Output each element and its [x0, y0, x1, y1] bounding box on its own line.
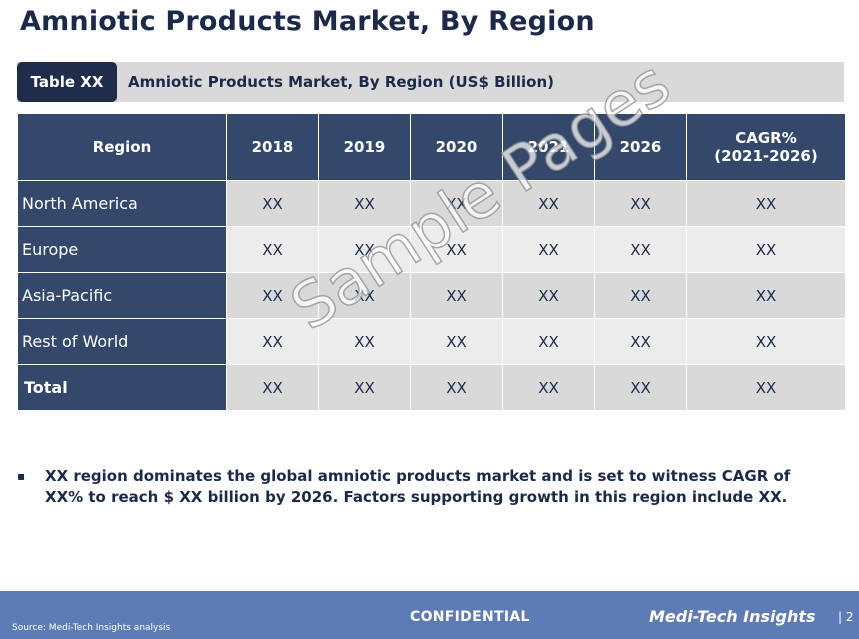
table-cell: XX	[502, 364, 595, 411]
table-cell: XX	[226, 272, 319, 319]
table-cell: XX	[410, 318, 503, 365]
table-cell: XX	[226, 180, 319, 227]
region-market-table: Region 2018 2019 2020 2021 2026 CAGR% (20…	[17, 113, 846, 411]
table-caption-bar: Table XX Amniotic Products Market, By Re…	[17, 62, 844, 102]
table-cell: XX	[594, 364, 687, 411]
table-cell: XX	[686, 272, 846, 319]
table-cell: XX	[502, 318, 595, 365]
table-total-row: Total XX XX XX XX XX XX	[17, 364, 846, 411]
table-cell: XX	[318, 364, 411, 411]
header-cagr-label: CAGR%	[735, 129, 797, 147]
table-cell: XX	[502, 180, 595, 227]
total-label: Total	[17, 364, 227, 411]
confidential-label: CONFIDENTIAL	[410, 609, 530, 625]
table-cell: XX	[226, 318, 319, 365]
page-number: | 2	[838, 610, 854, 624]
table-cell: XX	[594, 318, 687, 365]
header-cagr-period: (2021-2026)	[714, 147, 818, 165]
table-row: Europe XX XX XX XX XX XX	[17, 226, 846, 273]
table-number-tag: Table XX	[17, 62, 117, 102]
table-cell: XX	[686, 364, 846, 411]
header-region: Region	[17, 113, 227, 181]
table-row: Rest of World XX XX XX XX XX XX	[17, 318, 846, 365]
table-cell: XX	[226, 364, 319, 411]
table-cell: XX	[502, 226, 595, 273]
header-2020: 2020	[410, 113, 503, 181]
header-2019: 2019	[318, 113, 411, 181]
brand-logo-text: Medi-Tech Insights	[649, 607, 816, 626]
header-2018: 2018	[226, 113, 319, 181]
table-cell: XX	[410, 272, 503, 319]
table-row: North America XX XX XX XX XX XX	[17, 180, 846, 227]
table-cell: XX	[686, 226, 846, 273]
table-cell: XX	[594, 226, 687, 273]
table-cell: XX	[410, 226, 503, 273]
table-cell: XX	[226, 226, 319, 273]
table-header-row: Region 2018 2019 2020 2021 2026 CAGR% (20…	[17, 113, 846, 181]
table-cell: XX	[502, 272, 595, 319]
region-label: Europe	[17, 226, 227, 273]
region-label: Asia-Pacific	[17, 272, 227, 319]
bullet-square-icon: ▪	[17, 469, 26, 483]
header-cagr: CAGR% (2021-2026)	[686, 113, 846, 181]
page-title: Amniotic Products Market, By Region	[20, 6, 595, 37]
table-cell: XX	[318, 318, 411, 365]
table-cell: XX	[594, 272, 687, 319]
table-row: Asia-Pacific XX XX XX XX XX XX	[17, 272, 846, 319]
table-cell: XX	[594, 180, 687, 227]
table-cell: XX	[410, 364, 503, 411]
table-cell: XX	[686, 318, 846, 365]
region-label: North America	[17, 180, 227, 227]
table-cell: XX	[318, 226, 411, 273]
region-label: Rest of World	[17, 318, 227, 365]
page-footer: Source: Medi-Tech Insights analysis CONF…	[0, 591, 859, 639]
table-cell: XX	[318, 272, 411, 319]
header-2021: 2021	[502, 113, 595, 181]
table-cell: XX	[686, 180, 846, 227]
table-cell: XX	[410, 180, 503, 227]
bullet-text: XX region dominates the global amniotic …	[45, 467, 791, 506]
source-note: Source: Medi-Tech Insights analysis	[12, 623, 171, 633]
table-caption-text: Amniotic Products Market, By Region (US$…	[128, 73, 554, 91]
table-cell: XX	[318, 180, 411, 227]
key-insight-bullet: ▪ XX region dominates the global amnioti…	[17, 466, 817, 508]
header-2026: 2026	[594, 113, 687, 181]
